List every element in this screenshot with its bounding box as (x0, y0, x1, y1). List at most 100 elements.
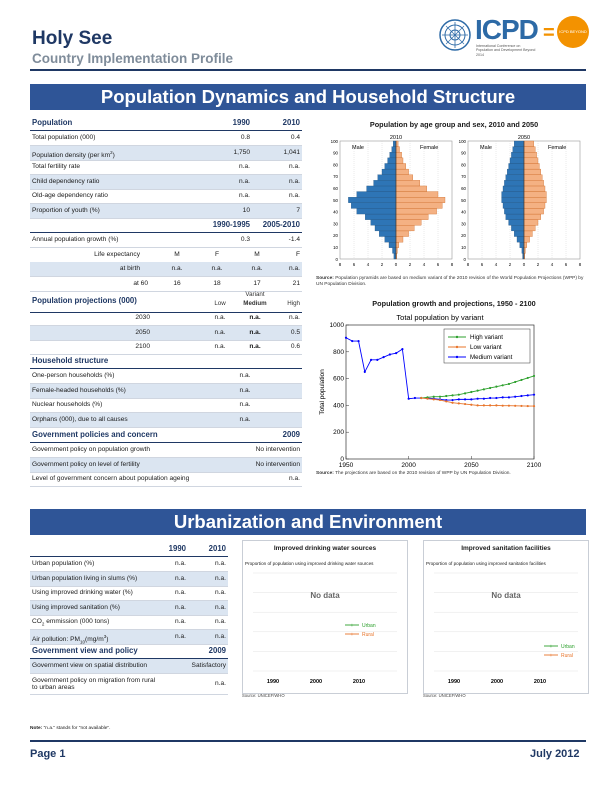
household-label: Nuclear households (%) (32, 401, 103, 408)
sanitation-source: Source: UNICEF/WHO (423, 693, 466, 698)
pyramid-bar-male (392, 247, 397, 254)
pyramid-bar-female (523, 168, 541, 175)
govview-title: Government view and policy (32, 646, 138, 655)
pyramid-bar-female (395, 225, 415, 232)
pyramid-bar-female (523, 185, 546, 192)
urban-v1990: n.a. (175, 589, 186, 596)
growth-x-tick: 2100 (527, 462, 542, 469)
growth-y-tick: 800 (333, 349, 344, 356)
growth-legend-marker (455, 345, 459, 349)
population-row-v1990: 1,750 (233, 148, 250, 156)
growth-series-point (432, 398, 435, 401)
pyramid-bar-female (523, 140, 534, 147)
growth-series-point (495, 396, 498, 400)
population-row-label-text: Child dependency ratio (32, 177, 100, 185)
population-col-1990: 1990 (232, 118, 250, 127)
growth-series-point (451, 401, 454, 404)
population-row-label: Old-age dependency ratio (32, 189, 108, 203)
icpd-logo-subtext: International Conference on Population a… (476, 44, 536, 57)
life-m-1: M (174, 251, 180, 258)
household-value: n.a. (239, 415, 251, 423)
policy-label: Government policy on level of fertility (32, 460, 140, 468)
pyramid-x-tick: 4 (367, 262, 370, 267)
pyramid-x-tick: 8 (579, 262, 582, 267)
growth-y-tick: 400 (333, 402, 344, 409)
population-row: Proportion of youth (%) 10 7 (30, 203, 302, 219)
pyramid-bar-male (387, 157, 397, 164)
life-birth-v: n.a. (289, 265, 300, 272)
pyramid-bar-male (389, 152, 397, 159)
pyramid-year-label: 2050 (518, 135, 530, 141)
urban-row-label-text: CO (32, 618, 42, 625)
urban-row-label: Urban population (%) (32, 557, 94, 571)
urban-row-label-sup: 3 (103, 633, 107, 639)
pyramid-x-tick: 2 (381, 262, 384, 267)
pyramid-bar-male (511, 152, 525, 159)
projection-medium: n.a. (249, 314, 261, 321)
urban-row-label: CO2 emmission (000 tons) (32, 615, 109, 631)
pyramid-bar-female (523, 208, 544, 215)
nodata-year-tick: 1990 (448, 679, 460, 685)
icpd-beyond-logo: ICPD BEYOND 2014 (557, 16, 589, 66)
pyramid-bar-male (508, 219, 525, 226)
growth-series-point (470, 398, 473, 401)
pyramid-x-tick: 4 (495, 262, 498, 267)
urban-v2010: n.a. (215, 574, 226, 582)
pyramid-bar-female (523, 202, 546, 209)
pyramid-age-tick: 70 (333, 174, 338, 179)
growth-series-point (507, 382, 511, 386)
growth-row: Annual population growth (%) 0.3 -1.4 (30, 233, 302, 248)
projection-high: n.a. (289, 314, 300, 321)
profile-subtitle: Country Implementation Profile (32, 51, 234, 66)
urban-row-label-close: ) (106, 635, 109, 643)
pyramid-bar-male (377, 174, 397, 181)
household-row: One-person households (%) n.a. (30, 369, 302, 384)
population-row-v1990: n.a. (239, 177, 250, 185)
growth-series-point (482, 397, 485, 400)
nodata-year-tick: 1990 (267, 679, 279, 685)
govview-row: Government view on spatial distribution … (30, 659, 228, 674)
urban-row-label-rest: (mg/m (85, 635, 104, 643)
population-row-label: Proportion of youth (%) (32, 204, 100, 218)
pyramid-bar-female (523, 163, 540, 170)
household-row: Female-headed households (%) n.a. (30, 383, 302, 399)
pyramid-bar-male (393, 140, 397, 147)
sanitation-chart-panel: Improved sanitation facilities Proportio… (423, 540, 589, 694)
population-col-2010: 2010 (282, 118, 300, 127)
period-1990-1995: 1990-1995 (212, 220, 250, 229)
policy-value: No intervention (255, 460, 300, 468)
household-label: Orphans (000), due to all causes (32, 415, 128, 423)
projections-low-label: Low (214, 300, 226, 307)
footnote-label: Note: (30, 726, 43, 731)
growth-legend: High variant Low variant Medium variant (443, 328, 531, 364)
urban-v2010: n.a. (215, 560, 226, 567)
growth-legend-label: Medium variant (470, 354, 513, 361)
pyramid-bar-female (395, 191, 439, 198)
pyramid-bar-female (523, 230, 533, 237)
pyramid-bar-male (348, 197, 397, 203)
projection-medium: n.a. (249, 328, 261, 336)
period-2005-2010: 2005-2010 (262, 220, 300, 229)
urban-row-label-text: Using improved sanitation (%) (32, 603, 120, 611)
growth-v1: 0.3 (240, 236, 250, 243)
projection-low: n.a. (214, 314, 226, 321)
growth-x-tick: 2000 (401, 462, 416, 469)
footnote: Note: "n.a." stands for "not available". (30, 726, 110, 731)
growth-series-point (432, 395, 435, 398)
pyramid-bar-male (511, 225, 525, 232)
growth-series-point (457, 398, 460, 401)
pyramid-bar-female (395, 230, 409, 237)
household-header-row: Household structure (30, 354, 302, 369)
country-name: Holy See (32, 28, 113, 49)
pyramid-bar-male (502, 202, 525, 209)
population-row-label: Total fertility rate (32, 160, 80, 174)
pyramid-bar-male (514, 140, 525, 147)
growth-x-tick: 2050 (464, 462, 479, 469)
nodata-year-tick: 2010 (534, 679, 546, 685)
nodata-legend-label: Rural (561, 653, 573, 659)
pyramid-title: Population by age group and sex, 2010 an… (369, 120, 539, 129)
policy-row: Level of government concern about popula… (30, 472, 302, 487)
pyramid-bar-female (395, 157, 404, 164)
pyramid-age-tick: 60 (461, 186, 466, 191)
